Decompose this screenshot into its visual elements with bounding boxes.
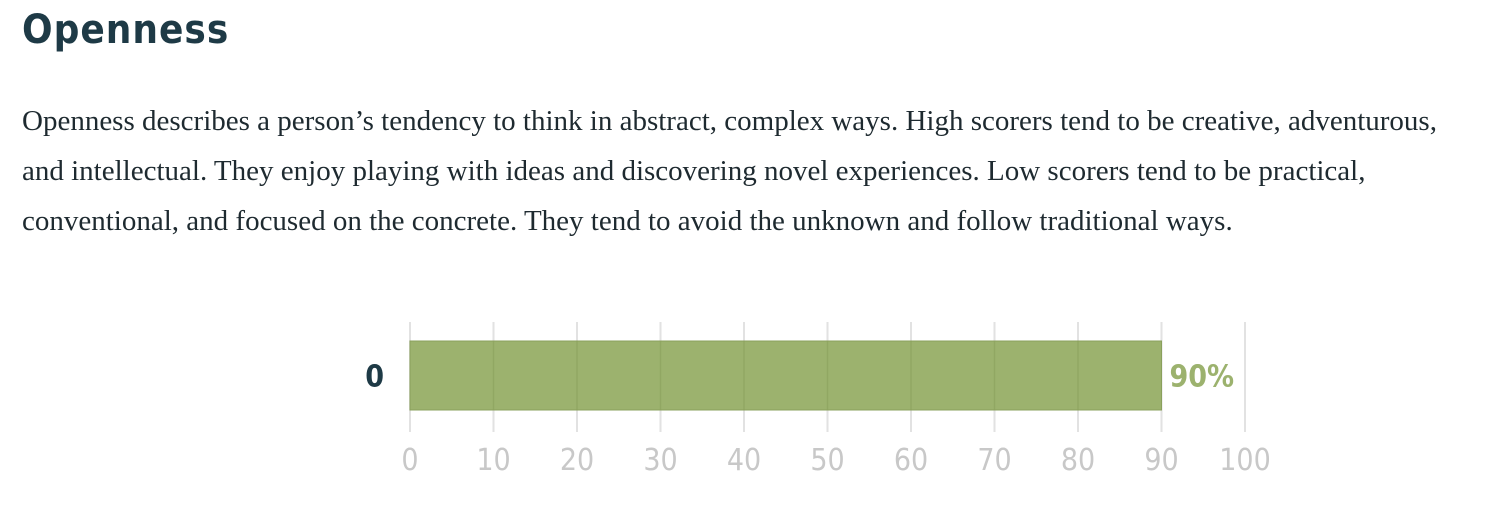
x-tick-label-100: 100 [1219, 443, 1271, 478]
x-tick-label-40: 40 [727, 443, 761, 478]
x-tick-label-50: 50 [810, 443, 844, 478]
category-label-0: 0 [365, 360, 384, 395]
x-tick-label-10: 10 [476, 443, 510, 478]
section-title: Openness [22, 7, 230, 53]
bar-layer [409, 340, 1162, 411]
score-chart-svg: 0 10 20 30 40 50 60 70 80 90 100 90% 0 [365, 322, 1271, 479]
x-tick-label-60: 60 [894, 443, 928, 478]
x-tick-label-90: 90 [1144, 443, 1178, 478]
score-chart: 0 10 20 30 40 50 60 70 80 90 100 90% 0 [0, 300, 1496, 500]
x-tick-label-70: 70 [977, 443, 1011, 478]
section-description: Openness describes a person’s tendency t… [22, 105, 1437, 237]
bar-value-label-0: 90% [1170, 360, 1235, 395]
x-tick-label-0: 0 [401, 443, 418, 478]
x-tick-label-80: 80 [1061, 443, 1095, 478]
x-tick-label-20: 20 [560, 443, 594, 478]
label-layer: 0 10 20 30 40 50 60 70 80 90 100 90% 0 [365, 360, 1271, 479]
x-tick-label-30: 30 [643, 443, 677, 478]
bar-0 [409, 340, 1162, 411]
